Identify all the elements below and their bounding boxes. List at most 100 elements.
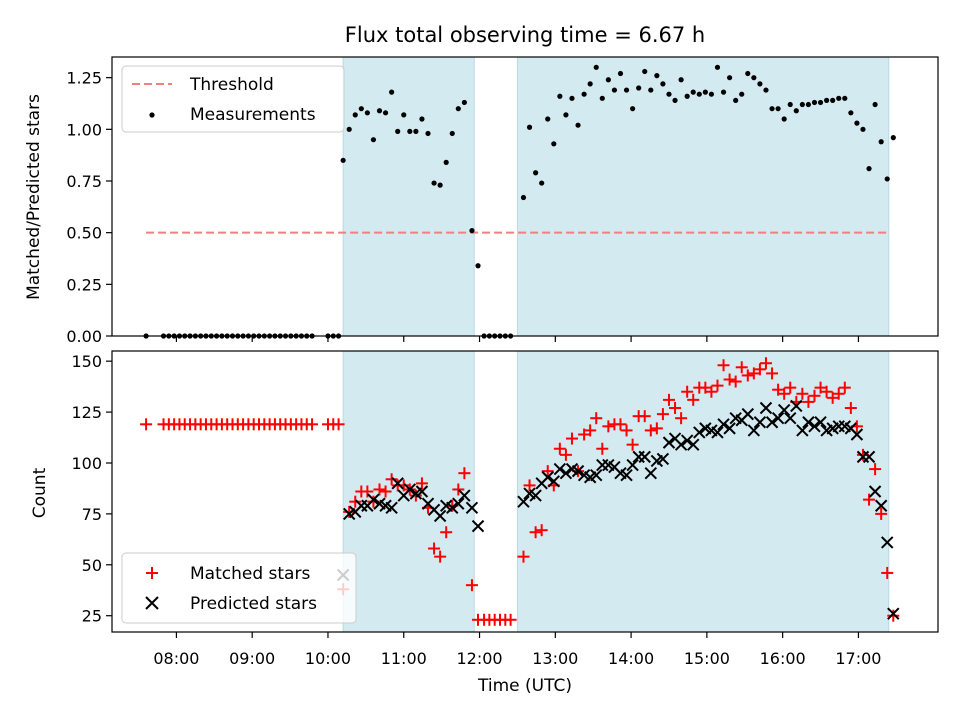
- measurement-point: [830, 97, 836, 103]
- predicted-star-marker: [674, 438, 688, 451]
- measurement-point: [696, 91, 702, 97]
- measurement-point: [727, 75, 733, 81]
- matched-star-marker: [644, 424, 657, 437]
- measurement-point: [866, 166, 872, 172]
- matched-star-marker: [729, 375, 742, 388]
- measurement-point: [623, 87, 630, 93]
- measurement-point: [370, 137, 377, 143]
- measurement-point: [364, 110, 370, 116]
- predicted-star-marker: [862, 450, 876, 464]
- measurement-point: [739, 91, 745, 97]
- legend-predicted-label: Predicted stars: [190, 594, 317, 614]
- measurement-point: [407, 128, 413, 134]
- matched-star-marker: [723, 373, 736, 386]
- predicted-star-marker: [693, 426, 706, 439]
- measurement-point: [848, 110, 854, 116]
- measurement-point: [593, 64, 599, 70]
- matched-star-marker: [669, 402, 682, 415]
- predicted-star-marker: [868, 485, 882, 498]
- bottom-legend: Matched stars Predicted stars: [121, 552, 357, 624]
- matched-star-marker: [626, 438, 639, 451]
- measurement-point: [455, 106, 461, 112]
- measurement-point: [660, 81, 666, 87]
- legend-matched-label: Matched stars: [190, 564, 310, 584]
- predicted-star-marker: [874, 499, 888, 512]
- matched-star-marker: [373, 483, 386, 496]
- predicted-star-marker: [517, 495, 530, 508]
- bottom-xtick-label: 09:00: [229, 649, 275, 668]
- bottom-ytick-label: 50: [82, 556, 102, 575]
- matched-star-marker: [415, 477, 428, 490]
- measurement-point: [581, 91, 587, 97]
- bottom-ytick-label: 100: [71, 454, 102, 473]
- predicted-star-marker: [626, 458, 639, 472]
- predicted-star-marker: [656, 452, 670, 466]
- predicted-star-marker: [541, 471, 554, 484]
- matched-star-marker: [772, 383, 785, 396]
- measurement-point: [781, 116, 787, 122]
- matched-star-marker: [343, 505, 356, 518]
- matched-star-marker: [409, 489, 422, 502]
- predicted-star-marker: [741, 407, 754, 421]
- predicted-star-marker: [465, 501, 479, 514]
- top-ytick-label: 0.00: [66, 327, 102, 346]
- matched-star-marker: [140, 418, 153, 431]
- measurement-point: [811, 99, 818, 106]
- measurement-point: [599, 95, 605, 101]
- predicted-star-marker: [415, 485, 429, 498]
- measurement-point: [672, 97, 678, 103]
- measurement-point: [745, 70, 751, 77]
- measurement-point: [539, 180, 545, 186]
- matched-star-marker: [662, 393, 675, 406]
- matched-star-marker: [820, 385, 833, 398]
- bottom-xtick-label: 17:00: [835, 649, 881, 668]
- measurement-point: [630, 106, 636, 112]
- matched-star-marker: [747, 367, 760, 380]
- matched-star-marker: [541, 465, 554, 478]
- predicted-star-marker: [802, 416, 815, 429]
- matched-star-marker: [553, 442, 566, 455]
- measurement-point: [520, 194, 527, 201]
- predicted-star-marker: [620, 469, 633, 482]
- measurement-point: [824, 97, 830, 103]
- matched-star-marker: [440, 526, 453, 539]
- measurement-point: [551, 141, 557, 147]
- bottom-xtick-label: 13:00: [532, 649, 578, 668]
- measurement-point: [842, 95, 848, 101]
- bottom-ytick-label: 25: [82, 607, 102, 626]
- legend-measurements-swatch: [149, 112, 155, 118]
- matched-star-marker: [465, 579, 478, 592]
- matched-star-marker: [753, 363, 766, 376]
- measurement-point: [817, 99, 824, 106]
- predicted-star-marker: [547, 475, 561, 488]
- bottom-panel: 25 50 75 100 125 150 08:00 09:00 10:00 11:00 12:0…: [30, 350, 939, 696]
- predicted-star-marker: [571, 464, 585, 478]
- top-ytick-label: 1.25: [66, 69, 102, 88]
- measurement-point: [431, 180, 437, 186]
- measurement-point: [557, 93, 563, 99]
- matched-star-marker: [638, 410, 651, 423]
- legend-matched-swatch: [146, 567, 158, 579]
- predicted-star-marker: [452, 497, 465, 510]
- matched-star-marker: [875, 507, 888, 520]
- matched-star-marker: [385, 473, 398, 486]
- measurement-point: [545, 116, 551, 122]
- matched-star-marker: [759, 357, 772, 370]
- top-ytick-label: 0.75: [66, 172, 102, 191]
- matched-star-marker: [590, 412, 603, 425]
- bottom-axes-frame: [111, 350, 939, 633]
- top-shaded-region-0: [343, 57, 475, 336]
- bottom-xtick-label: 14:00: [608, 649, 654, 668]
- measurement-point: [575, 122, 581, 128]
- matched-star-marker: [596, 442, 609, 455]
- measurement-point: [878, 139, 884, 145]
- measurement-point: [648, 87, 654, 93]
- measurement-point: [854, 120, 860, 126]
- measurement-point: [793, 108, 799, 114]
- bottom-xtick-label: 10:00: [305, 649, 351, 668]
- measurement-point: [805, 101, 812, 108]
- measurement-point: [413, 128, 419, 134]
- predicted-star-marker: [638, 450, 651, 464]
- measurement-point: [860, 126, 866, 132]
- matched-star-marker: [717, 359, 730, 372]
